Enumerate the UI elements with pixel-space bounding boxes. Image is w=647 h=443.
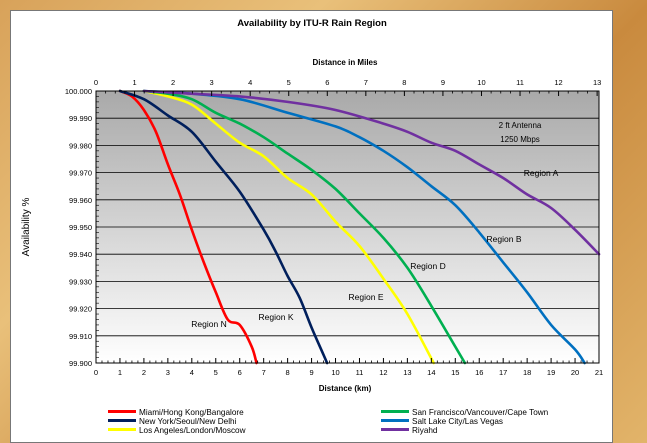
x-tick-label: 13 [403, 368, 411, 377]
x-tick-label: 5 [214, 368, 218, 377]
legend-label: Los Angeles/London/Moscow [139, 426, 246, 435]
top-tick-label: 1 [132, 78, 136, 87]
x-axis-title: Distance (km) [319, 384, 372, 393]
series-line [118, 89, 258, 365]
y-tick-label: 99.940 [69, 250, 92, 259]
top-tick-label: 2 [171, 78, 175, 87]
x-tick-label: 18 [523, 368, 531, 377]
x-tick-label: 11 [356, 368, 364, 377]
annotation-antenna: 2 ft Antenna [499, 121, 542, 130]
legend-label: Riyahd [412, 426, 438, 435]
legend-label: New York/Seoul/New Delhi [139, 417, 237, 426]
top-tick-label: 12 [554, 78, 562, 87]
x-tick-label: 20 [571, 368, 579, 377]
chart-title: Availability by ITU-R Rain Region [237, 18, 387, 29]
top-tick-label: 9 [441, 78, 445, 87]
y-tick-label: 99.960 [69, 196, 92, 205]
x-tick-label: 17 [499, 368, 507, 377]
y-tick-label: 99.980 [69, 141, 92, 150]
x-tick-label: 19 [547, 368, 555, 377]
legend-item: New York/Seoul/New Delhi [108, 417, 236, 427]
series-line [142, 89, 467, 365]
region-label-n: Region N [191, 319, 226, 329]
x-tick-label: 0 [94, 368, 98, 377]
series-line [142, 89, 586, 365]
x-tick-label: 7 [262, 368, 266, 377]
x-tick-label: 12 [379, 368, 387, 377]
y-tick-label: 99.910 [69, 332, 92, 341]
x-tick-label: 21 [595, 368, 603, 377]
y-axis-title: Availability % [21, 198, 32, 257]
x-tick-label: 4 [190, 368, 194, 377]
legend-swatch [108, 410, 136, 414]
x-tick-label: 2 [142, 368, 146, 377]
chart-frame: Availability by ITU-R Rain Region Distan… [10, 10, 613, 443]
annotation-rate: 1250 Mbps [500, 135, 540, 144]
legend-swatch [381, 410, 409, 414]
top-tick-label: 10 [477, 78, 485, 87]
y-tick-label: 99.920 [69, 305, 92, 314]
x-tick-label: 3 [166, 368, 170, 377]
legend-item: Los Angeles/London/Moscow [108, 426, 246, 436]
top-tick-label: 0 [94, 78, 98, 87]
y-tick-label: 99.900 [69, 359, 92, 368]
legend-swatch [108, 428, 136, 432]
region-label-d: Region D [410, 261, 445, 271]
region-label-k: Region K [259, 312, 294, 322]
top-tick-label: 5 [287, 78, 291, 87]
legend-label: San Francisco/Vancouver/Cape Town [412, 408, 549, 417]
x-tick-label: 15 [451, 368, 459, 377]
x-tick-label: 10 [331, 368, 339, 377]
y-tick-label: 99.950 [69, 223, 92, 232]
legend-item: Salt Lake City/Las Vegas [381, 417, 503, 427]
legend-swatch [108, 419, 136, 423]
x-tick-label: 9 [309, 368, 313, 377]
legend-item: Riyahd [381, 426, 438, 436]
region-label-b: Region B [487, 234, 522, 244]
top-tick-label: 13 [593, 78, 601, 87]
series-line [142, 89, 601, 256]
top-tick-label: 3 [210, 78, 214, 87]
x-tick-label: 16 [475, 368, 483, 377]
x-tick-label: 14 [427, 368, 435, 377]
availability-chart: Availability by ITU-R Rain Region Distan… [21, 18, 603, 393]
y-tick-label: 99.990 [69, 114, 92, 123]
series-line [118, 89, 329, 365]
legend: Miami/Hong Kong/Bangalore New York/Seoul… [11, 403, 614, 443]
y-tick-label: 99.970 [69, 169, 92, 178]
top-tick-label: 11 [516, 78, 524, 87]
legend-item: San Francisco/Vancouver/Cape Town [381, 408, 548, 418]
series-line [142, 89, 435, 365]
legend-swatch [381, 428, 409, 432]
top-axis-title: Distance in Miles [313, 58, 378, 67]
legend-item: Miami/Hong Kong/Bangalore [108, 408, 244, 418]
top-tick-label: 7 [364, 78, 368, 87]
region-label-e: Region E [349, 292, 384, 302]
legend-label: Salt Lake City/Las Vegas [412, 417, 504, 426]
y-tick-label: 99.930 [69, 277, 92, 286]
top-tick-label: 6 [325, 78, 329, 87]
x-tick-label: 8 [286, 368, 290, 377]
top-tick-label: 4 [248, 78, 252, 87]
x-tick-label: 1 [118, 368, 122, 377]
legend-swatch [381, 419, 409, 423]
top-tick-label: 8 [402, 78, 406, 87]
x-tick-label: 6 [238, 368, 242, 377]
legend-label: Miami/Hong Kong/Bangalore [139, 408, 244, 417]
region-label-a: Region A [524, 168, 559, 178]
y-tick-label: 100.000 [65, 87, 92, 96]
